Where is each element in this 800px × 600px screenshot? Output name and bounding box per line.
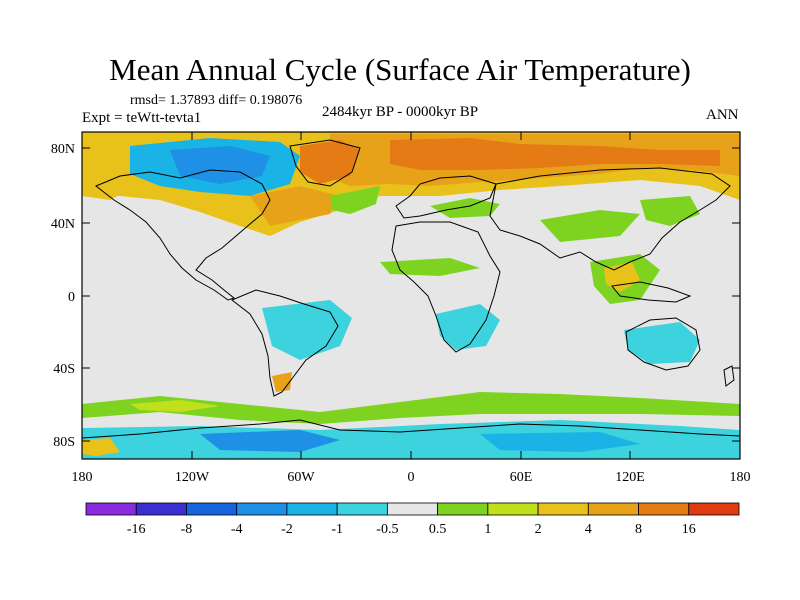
north-pacific-patch (82, 170, 140, 200)
colorbar-box (587, 502, 639, 516)
lon-label: 120W (175, 470, 210, 485)
greenland-coastline (289, 139, 361, 187)
lat-label: 80S (53, 435, 75, 450)
temperature-anomaly-field (82, 132, 740, 459)
colorbar-box (286, 502, 338, 516)
australia-cool-region (624, 322, 700, 364)
colorbar-box (386, 502, 439, 516)
colorbar-box (437, 502, 489, 516)
lat-label: 80N (51, 142, 75, 157)
southern-ocean-warm-band (82, 392, 740, 424)
colorbar-label: -8 (181, 522, 193, 537)
lon-label: 60E (510, 470, 533, 485)
lon-label: 120E (615, 470, 645, 485)
colorbar-box (688, 502, 740, 516)
colorbar-box (487, 502, 539, 516)
season-label: ANN (706, 107, 739, 123)
mediterranean-patch (430, 198, 500, 218)
antarctic-east-cold-core (480, 432, 640, 452)
southeast-asia-islands-coastline (611, 281, 692, 303)
lat-label: 40N (51, 217, 75, 232)
colorbar-box (236, 502, 288, 516)
greenland-hot-spot (300, 140, 360, 184)
lon-label: 60W (287, 470, 315, 485)
europe-coastline (395, 175, 497, 219)
lon-label: 180 (730, 470, 751, 485)
axis-ticks (81, 132, 741, 459)
colorbar-box (537, 502, 589, 516)
antarctica-coastline (82, 419, 740, 439)
sahara-patch (380, 258, 480, 276)
colorbar-label: -16 (127, 522, 146, 537)
central-asia-patch (540, 210, 640, 242)
north-atlantic-cool-patch (330, 186, 380, 214)
africa-coastline (391, 221, 501, 353)
colorbar-label: 8 (635, 522, 642, 537)
colorbar-label: -2 (281, 522, 293, 537)
patagonia-warm-patch (272, 372, 292, 392)
colorbar-box (135, 502, 187, 516)
coastlines (82, 139, 740, 439)
lat-label: 0 (68, 290, 75, 305)
colorbar-label: 0.5 (429, 522, 447, 537)
north-atlantic-warm-region (250, 186, 340, 226)
longitude-labels: 180 120W 60W 0 60E 120E 180 (72, 470, 751, 485)
africa-cool-region (436, 304, 500, 350)
colorbar: -16 -8 -4 -2 -1 -0.5 0.5 1 2 4 8 16 (85, 502, 740, 537)
colorbar-label: -1 (331, 522, 343, 537)
colorbar-box (638, 502, 690, 516)
period-label: 2484kyr BP - 0000kyr BP (322, 104, 479, 120)
chart-title: Mean Annual Cycle (Surface Air Temperatu… (109, 52, 691, 87)
new-zealand-coastline (723, 365, 735, 387)
colorbar-label: -0.5 (376, 522, 398, 537)
colorbar-box (186, 502, 238, 516)
lat-label: 40S (53, 362, 75, 377)
latitude-labels: 80N 40N 0 40S 80S (51, 142, 75, 450)
south-america-coastline (231, 289, 339, 397)
lon-label: 0 (408, 470, 415, 485)
asia-coastline (489, 167, 731, 271)
north-america-coastline (95, 169, 271, 301)
southern-ocean-band-core (130, 400, 220, 412)
colorbar-label: 2 (535, 522, 542, 537)
colorbar-label: 4 (585, 522, 592, 537)
colorbar-label: -4 (231, 522, 243, 537)
colorbar-label: 1 (484, 522, 491, 537)
south-america-cool-region (262, 300, 352, 360)
antarctic-warm-edge (82, 438, 120, 456)
lon-label: 180 (72, 470, 93, 485)
colorbar-box (336, 502, 388, 516)
australia-coastline (625, 317, 701, 371)
antarctic-cold-core (200, 430, 340, 452)
siberia-hot-core (390, 138, 720, 170)
colorbar-label: 16 (682, 522, 696, 537)
stats-label: rmsd= 1.37893 diff= 0.198076 (130, 93, 303, 108)
experiment-label: Expt = teWtt-tevta1 (82, 110, 202, 126)
colorbar-box (85, 502, 137, 516)
